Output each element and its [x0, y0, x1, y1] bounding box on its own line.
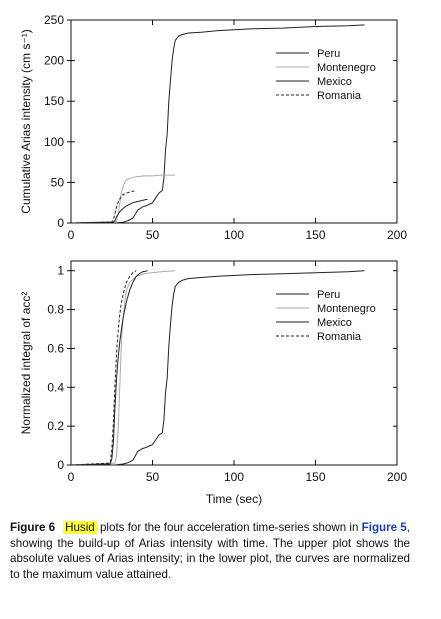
caption-figure-link[interactable]: Figure 5	[361, 521, 407, 534]
y-tick-label: 1	[57, 264, 64, 278]
lower-normalized-plot: 0 50 100 150 200 0 0.2 0.4 0.6 0.8 1 Normalized int…	[19, 260, 407, 506]
y-tick-label: 150	[44, 94, 64, 108]
legend-label-montenegro: Montenegro	[317, 303, 376, 315]
caption-highlighted-term: Husid	[63, 521, 97, 534]
y-tick-label: 250	[44, 13, 64, 27]
x-tick-label: 0	[68, 470, 75, 484]
series-line-peru	[71, 24, 365, 224]
x-tick-label: 0	[68, 228, 75, 242]
x-tick-label: 150	[305, 228, 325, 242]
y-tick-label: 100	[44, 135, 64, 149]
legend-label-peru: Peru	[317, 289, 340, 301]
series-line-peru	[71, 270, 365, 466]
y-tick-label: 0.2	[47, 419, 64, 433]
figure-caption: Figure 6 Husid plots for the four acceler…	[10, 520, 410, 582]
series-line-romania	[70, 270, 137, 466]
x-tick-label: 50	[146, 470, 160, 484]
x-tick-label: 100	[224, 228, 244, 242]
y-tick-label: 50	[51, 175, 65, 189]
series-line-mexico	[70, 270, 148, 466]
y-tick-label: 0	[57, 216, 64, 230]
caption-text-part-2: , showing the build-up of Arias intensit…	[10, 521, 410, 581]
legend-label-romania: Romania	[317, 90, 362, 102]
legend-label-montenegro: Montenegro	[317, 62, 376, 74]
y-tick-label: 0.4	[47, 380, 64, 394]
plot-frame	[70, 19, 398, 224]
legend-label-peru: Peru	[317, 48, 340, 60]
series-line-montenegro	[70, 174, 176, 224]
caption-figure-label: Figure 6	[10, 521, 56, 534]
legend-label-mexico: Mexico	[317, 317, 352, 329]
x-tick-label: 100	[224, 470, 244, 484]
caption-text-part-1: plots for the four acceleration time-ser…	[96, 521, 362, 534]
x-tick-label: 50	[146, 228, 160, 242]
legend-label-mexico: Mexico	[317, 76, 352, 88]
y-tick-label: 0	[57, 458, 64, 472]
series-line-mexico	[70, 199, 148, 224]
upper-arias-intensity-plot: 0 50 100 150 200 0 50 100 150 200 250 Cumulative Ar…	[19, 13, 407, 242]
legend-label-romania: Romania	[317, 331, 362, 343]
y-axis-label: Cumulative Arias intensity (cm s⁻¹)	[19, 29, 33, 213]
plot-frame	[70, 260, 398, 466]
y-axis-label: Normalized integral of acc²	[19, 292, 33, 435]
x-tick-label: 200	[387, 228, 407, 242]
y-tick-label: 200	[44, 54, 64, 68]
x-axis-label: Time (sec)	[206, 492, 262, 506]
y-tick-label: 0.6	[47, 341, 64, 355]
y-tick-label: 0.8	[47, 303, 64, 317]
series-line-romania	[70, 190, 137, 224]
x-tick-label: 150	[305, 470, 325, 484]
series-line-montenegro	[70, 270, 176, 466]
x-tick-label: 200	[387, 470, 407, 484]
